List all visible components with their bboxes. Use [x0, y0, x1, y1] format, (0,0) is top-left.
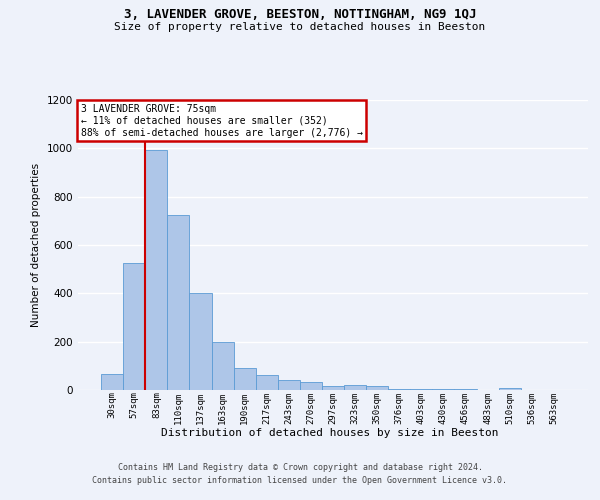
Bar [300, 382, 322, 390]
Text: Distribution of detached houses by size in Beeston: Distribution of detached houses by size … [161, 428, 499, 438]
Bar [256, 375, 278, 390]
Text: Contains HM Land Registry data © Crown copyright and database right 2024.: Contains HM Land Registry data © Crown c… [118, 462, 482, 471]
Text: 3, LAVENDER GROVE, BEESTON, NOTTINGHAM, NG9 1QJ: 3, LAVENDER GROVE, BEESTON, NOTTINGHAM, … [124, 8, 476, 20]
Bar [322, 386, 344, 390]
Bar [190, 294, 212, 390]
Bar [145, 150, 167, 390]
Y-axis label: Number of detached properties: Number of detached properties [31, 163, 41, 327]
Text: Size of property relative to detached houses in Beeston: Size of property relative to detached ho… [115, 22, 485, 32]
Bar [366, 386, 388, 390]
Bar [123, 263, 145, 390]
Bar [233, 368, 256, 390]
Bar [212, 342, 233, 390]
Bar [101, 374, 123, 390]
Bar [167, 215, 190, 390]
Bar [499, 388, 521, 390]
Text: Contains public sector information licensed under the Open Government Licence v3: Contains public sector information licen… [92, 476, 508, 485]
Text: 3 LAVENDER GROVE: 75sqm
← 11% of detached houses are smaller (352)
88% of semi-d: 3 LAVENDER GROVE: 75sqm ← 11% of detache… [80, 104, 362, 138]
Bar [344, 385, 366, 390]
Bar [278, 380, 300, 390]
